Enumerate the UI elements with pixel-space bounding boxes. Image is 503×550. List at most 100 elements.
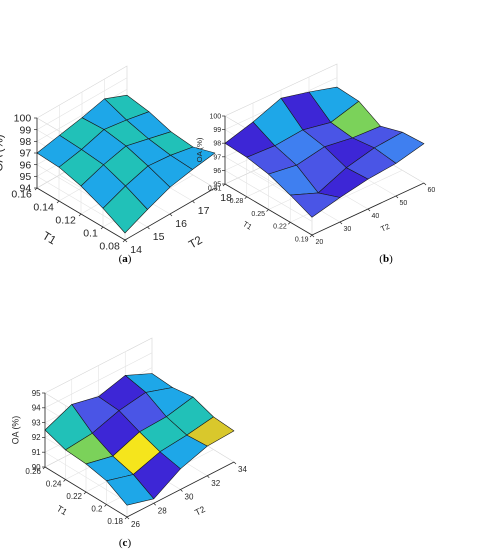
surface-patch — [102, 185, 148, 234]
x-tick-label: 17 — [198, 205, 210, 217]
caption-part: c — [123, 537, 128, 549]
x-tick-mark — [311, 234, 315, 238]
z-tick-label: 96 — [213, 168, 221, 175]
z-tick-label: 94 — [20, 183, 32, 195]
y-tick-mark — [122, 239, 126, 243]
x-tick-mark — [192, 200, 195, 204]
y-tick-label: 0.31 — [208, 185, 222, 192]
caption-part: b — [383, 253, 389, 265]
surface-patch — [106, 474, 155, 506]
x-tick-label: 20 — [316, 239, 324, 246]
y-tick-mark — [56, 200, 60, 204]
z-tick-label: 98 — [20, 136, 32, 148]
caption-part: ) — [128, 253, 132, 265]
x-tick-mark — [153, 503, 156, 506]
z-tick-label: 94 — [32, 404, 41, 413]
z-tick-label: 97 — [213, 154, 221, 161]
x-tick-label: 28 — [158, 506, 167, 515]
y-tick-label: 0.2 — [91, 505, 103, 514]
y-tick-mark — [104, 504, 107, 507]
x-tick-label: 40 — [372, 213, 380, 220]
y-tick-mark — [78, 213, 82, 217]
y-tick-mark — [100, 226, 104, 230]
x-tick-label: 60 — [428, 187, 436, 194]
y-tick-label: 0.22 — [66, 492, 82, 501]
x-tick-mark — [124, 239, 128, 243]
y-tick-mark — [309, 234, 313, 238]
z-tick-label: 93 — [32, 418, 41, 427]
y-tick-label: 0.1 — [83, 227, 98, 239]
y-tick-label: 0.18 — [107, 517, 123, 526]
x-tick-mark — [214, 187, 218, 191]
y-axis-label: T1 — [55, 503, 69, 517]
x-tick-label: 15 — [153, 231, 165, 243]
y-tick-label: 0.22 — [273, 224, 287, 231]
x-tick-label: 30 — [344, 226, 352, 233]
y-axis-label: T1 — [40, 230, 58, 247]
surface-patch — [289, 192, 341, 218]
z-tick-label: 97 — [20, 148, 32, 160]
subplot-a: 14151617180.080.10.120.140.1694959697989… — [0, 65, 232, 265]
y-tick-label: 0.08 — [99, 240, 120, 252]
z-tick-label: 99 — [20, 124, 32, 136]
x-tick-mark — [395, 195, 399, 199]
y-tick-label: 0.12 — [55, 214, 76, 226]
y-tick-mark — [63, 479, 66, 482]
z-tick-label: 95 — [213, 181, 221, 188]
x-tick-label: 32 — [211, 479, 220, 488]
z-tick-label: 92 — [32, 433, 41, 442]
y-tick-label: 0.26 — [25, 467, 41, 476]
caption-part: ) — [389, 253, 393, 265]
z-tick-label: 100 — [210, 114, 222, 121]
x-tick-label: 34 — [238, 465, 247, 474]
z-tick-label: 91 — [32, 448, 41, 457]
x-tick-mark — [147, 226, 150, 230]
subplot-caption: (b) — [379, 253, 393, 265]
caption-part: ) — [127, 537, 131, 549]
x-tick-label: 30 — [185, 493, 194, 502]
x-tick-mark — [207, 475, 210, 478]
x-axis-label: T2 — [379, 222, 391, 234]
x-tick-mark — [180, 489, 183, 492]
x-tick-mark — [423, 182, 427, 186]
y-tick-label: 0.14 — [33, 201, 54, 213]
subplot-caption: (a) — [119, 253, 132, 265]
z-axis-label: OA (%) — [0, 134, 5, 171]
x-tick-mark — [233, 461, 237, 465]
z-tick-label: 95 — [20, 171, 32, 183]
z-tick-label: 95 — [32, 389, 41, 398]
x-tick-label: 16 — [175, 218, 187, 230]
y-tick-label: 0.28 — [230, 198, 244, 205]
z-tick-label: 98 — [213, 141, 221, 148]
y-tick-label: 0.25 — [251, 211, 265, 218]
y-tick-mark — [83, 491, 87, 495]
x-tick-label: 26 — [131, 520, 140, 529]
x-tick-mark — [367, 208, 371, 212]
y-axis-label: T1 — [241, 219, 253, 231]
z-tick-label: 100 — [14, 113, 32, 125]
y-tick-mark — [244, 196, 247, 199]
z-tick-label: 96 — [20, 159, 32, 171]
caption-part: a — [122, 253, 128, 265]
caption-part: ( — [119, 253, 123, 265]
z-axis-label: OA (%) — [195, 137, 204, 162]
z-tick-label: 90 — [32, 463, 41, 472]
x-axis-label: T2 — [187, 234, 205, 251]
y-tick-mark — [288, 222, 291, 225]
caption-part: ( — [119, 537, 123, 549]
x-tick-mark — [126, 516, 130, 520]
y-tick-mark — [266, 209, 269, 212]
x-tick-label: 50 — [400, 200, 408, 207]
x-tick-mark — [339, 221, 343, 225]
z-axis-label: OA (%) — [11, 416, 21, 444]
subplot-caption: (c) — [119, 537, 132, 549]
x-axis-label: T2 — [193, 504, 207, 518]
y-tick-label: 0.24 — [46, 480, 62, 489]
y-tick-label: 0.16 — [11, 188, 32, 200]
caption-part: ( — [379, 253, 383, 265]
y-tick-mark — [124, 516, 128, 520]
y-tick-label: 0.19 — [295, 236, 309, 243]
